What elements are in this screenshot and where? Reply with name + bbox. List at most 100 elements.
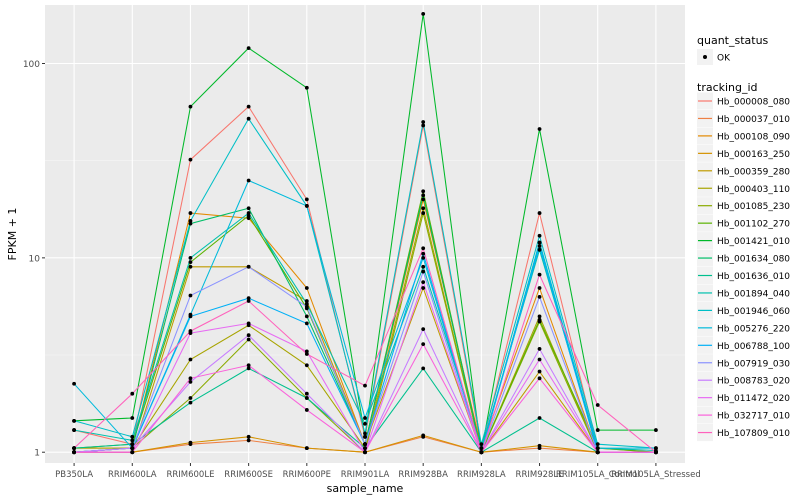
data-point [537,369,542,374]
data-point [363,442,367,447]
data-point [421,246,426,251]
legend-series-label: Hb_000163_250 [717,150,790,160]
legend-series-label: Hb_000403_110 [717,185,790,195]
legend-series-label: Hb_001894_040 [717,289,790,299]
data-point [130,442,135,447]
series-points [72,11,658,455]
data-point [188,314,193,319]
legend-series-label: Hb_000037_010 [717,115,790,125]
data-point [188,260,193,265]
legend-series-label: Hb_008783_020 [717,377,790,387]
data-point [130,438,135,443]
data-point [363,434,367,439]
data-point [421,193,426,198]
x-tick-label: RRIM928LE [516,470,564,480]
data-point [304,286,309,290]
data-point [421,264,426,269]
legend-series-label: Hb_006788_100 [717,342,790,352]
legend-series-label: Hb_001421_010 [717,237,790,247]
data-point [421,255,426,260]
data-point [188,211,193,215]
data-point [130,391,135,396]
y-axis-ticks: 1 10 100 [23,60,45,459]
data-point [304,363,309,368]
x-tick-label: RRIM600LE [166,470,214,480]
data-point [188,104,193,109]
data-point [188,264,193,269]
data-point [595,442,600,447]
data-point [595,403,600,407]
data-point [246,296,251,301]
legend-series-items: Hb_000008_080 Hb_000037_010 Hb_000108_090 H… [697,92,790,442]
data-point [246,438,251,443]
data-point [421,269,426,274]
data-point [304,408,309,412]
data-point [188,440,193,445]
data-point [304,299,309,303]
y-axis-title: FPKM + 1 [6,208,19,261]
data-point [421,286,426,290]
data-point [72,418,76,423]
data-point [363,446,367,450]
legend-series-label: Hb_011472_020 [717,394,790,404]
legend-series-label: Hb_000008_080 [717,98,790,108]
data-point [130,434,135,439]
data-point [363,383,367,388]
data-point [537,272,542,277]
data-point [188,357,193,362]
x-tick-label: RRIM928LA [457,470,506,480]
data-point [479,450,484,455]
data-point [188,329,193,333]
legend-quant-label: OK [717,54,731,64]
data-point [537,244,542,248]
data-point [246,46,251,51]
data-point [246,337,251,342]
data-point [537,211,542,215]
data-point [246,366,251,371]
x-tick-label: RRIM600LA [108,470,157,480]
data-point [188,221,193,226]
data-point [421,366,426,371]
legend-series-label: Hb_032717_010 [717,412,790,422]
data-point [421,280,426,285]
data-point [421,433,426,438]
data-point [537,376,542,381]
x-tick-label: RRIM600SE [224,470,273,480]
data-point [188,376,193,381]
data-point [304,349,309,354]
data-point [363,431,367,436]
data-point [188,255,193,260]
data-point [130,450,135,455]
data-point [304,204,309,208]
legend-series-label: Hb_001102_270 [717,220,790,230]
data-point [304,304,309,309]
data-point [304,396,309,400]
data-point [537,347,542,351]
data-point [246,211,251,215]
data-point [421,342,426,346]
data-point [537,247,542,252]
data-point [421,206,426,211]
data-point [246,333,251,338]
x-tick-label: RRIM928BA [398,470,448,480]
data-point [595,446,600,450]
data-point [304,446,309,450]
data-point [595,450,600,455]
y-tick-label: 1 [34,449,40,459]
legend: quant_status OK tracking_id Hb_000008_08… [697,34,790,442]
data-point [595,428,600,432]
data-point [72,428,76,432]
data-point [479,442,484,447]
data-point [537,357,542,362]
data-point [246,216,251,221]
data-point [363,416,367,420]
data-point [304,197,309,202]
data-point [479,446,484,450]
data-point [654,450,658,455]
data-point [421,120,426,124]
data-point [421,211,426,215]
x-axis-ticks: PB350LA RRIM600LA RRIM600LE RRIM600SE RRIM60… [55,463,701,480]
legend-quant-items: OK [697,49,731,65]
